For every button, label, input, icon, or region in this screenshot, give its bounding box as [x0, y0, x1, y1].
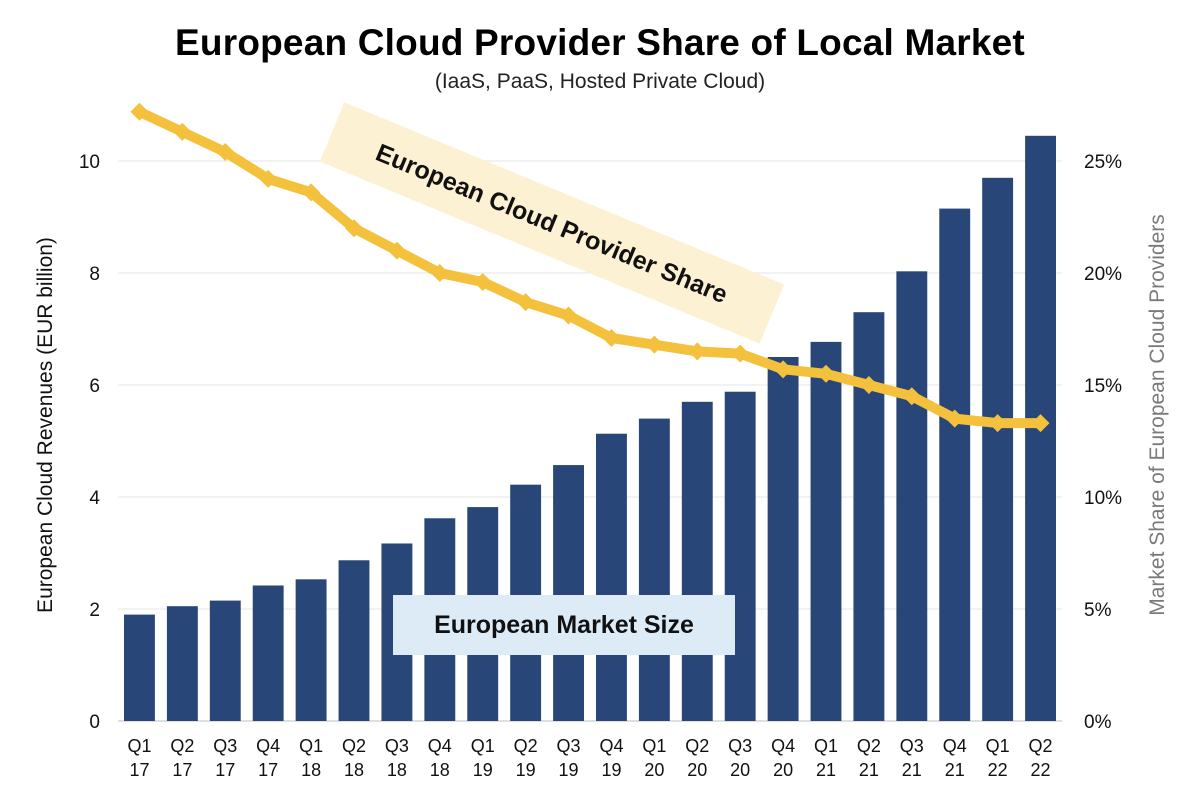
- y-right-tick-label: 15%: [1084, 376, 1122, 397]
- line-point: [688, 342, 707, 361]
- line-point: [130, 102, 149, 121]
- y-tick-label: 2: [89, 600, 100, 621]
- x-tick-label: Q2 21: [857, 736, 881, 780]
- line-point: [302, 183, 321, 202]
- bar: [810, 341, 842, 721]
- line-point: [516, 293, 535, 312]
- x-tick-label: Q4 19: [599, 736, 623, 780]
- line-point: [645, 335, 664, 354]
- bar: [767, 357, 799, 721]
- line-point: [430, 264, 449, 282]
- y-right-tick-label: 10%: [1084, 488, 1122, 509]
- bar-series: [124, 135, 1056, 722]
- annotation-box: [393, 595, 735, 655]
- bar: [166, 606, 198, 721]
- bar: [896, 271, 928, 721]
- line-point: [473, 272, 492, 291]
- line-point: [1031, 414, 1050, 433]
- x-tick-label: Q3 17: [213, 736, 237, 780]
- annotation-label: European Cloud Provider Share: [372, 139, 732, 310]
- bar: [681, 401, 713, 721]
- x-tick-label: Q2 20: [685, 736, 709, 780]
- bar: [124, 614, 155, 721]
- y-tick-label: 8: [89, 264, 100, 285]
- bar: [295, 579, 327, 721]
- line-point: [988, 414, 1007, 433]
- bar: [209, 600, 241, 721]
- x-tick-label: Q1 22: [986, 736, 1010, 780]
- bar: [724, 391, 756, 721]
- x-tick-label: Q3 20: [728, 736, 752, 780]
- chart-title: European Cloud Provider Share of Local M…: [175, 22, 1025, 63]
- line-series: [130, 102, 1050, 433]
- x-tick-label: Q1 19: [471, 736, 495, 780]
- y-right-tick-label: 25%: [1084, 152, 1122, 173]
- x-tick-label: Q1 17: [127, 736, 151, 780]
- left-axis-ticks: 0 2 4 6 8 10: [79, 152, 101, 733]
- y-right-tick-label: 20%: [1084, 264, 1122, 285]
- line-point: [387, 241, 406, 260]
- y-right-tick-label: 5%: [1084, 600, 1112, 621]
- bar: [982, 177, 1014, 722]
- bar-series-annotation: European Market Size: [393, 595, 735, 655]
- x-axis-ticks: Q1 17 Q2 17 Q3 17 Q4 17 Q1 18 Q2 18 Q3 18 Q4 18 Q1 19 Q2 19…: [127, 736, 1052, 780]
- x-tick-label: Q2 17: [170, 736, 194, 780]
- line-point: [602, 328, 621, 347]
- x-tick-label: Q2 22: [1029, 736, 1053, 780]
- y-tick-label: 10: [79, 152, 100, 173]
- x-tick-label: Q3 19: [557, 736, 581, 780]
- x-tick-label: Q4 21: [943, 736, 967, 780]
- bar: [338, 560, 370, 721]
- bar: [939, 208, 971, 722]
- series-line: [137, 107, 1041, 429]
- x-tick-label: Q4 20: [771, 736, 795, 780]
- line-point: [559, 306, 578, 325]
- bar: [553, 465, 584, 721]
- x-tick-label: Q2 19: [514, 736, 538, 780]
- line-point: [774, 360, 793, 379]
- bar: [596, 433, 627, 721]
- x-tick-label: Q4 18: [428, 736, 452, 780]
- line-point: [216, 143, 235, 162]
- bar: [252, 585, 284, 721]
- y-axis-label: European Cloud Revenues (EUR billion): [34, 237, 57, 613]
- right-axis-ticks: 0% 5% 10% 15% 20% 25%: [1084, 152, 1122, 733]
- line-point: [817, 364, 835, 383]
- line-point: [945, 409, 964, 428]
- line-point: [731, 344, 750, 363]
- y-right-tick-label: 0%: [1084, 712, 1112, 733]
- y-tick-label: 0: [89, 712, 100, 733]
- x-tick-label: Q1 20: [642, 736, 666, 780]
- x-tick-label: Q4 17: [256, 736, 280, 780]
- x-tick-label: Q2 18: [342, 736, 366, 780]
- annotation-label: European Market Size: [434, 611, 694, 639]
- line-point: [859, 376, 878, 394]
- line-point: [173, 122, 192, 141]
- x-tick-label: Q3 18: [385, 736, 409, 780]
- bar: [638, 418, 670, 721]
- line-point: [902, 387, 921, 406]
- x-tick-label: Q3 21: [900, 736, 924, 780]
- annotation-box: [319, 102, 785, 344]
- line-point: [259, 169, 278, 188]
- y-tick-label: 4: [89, 488, 100, 509]
- x-tick-label: Q1 18: [299, 736, 323, 780]
- chart-subtitle: (IaaS, PaaS, Hosted Private Cloud): [434, 70, 766, 93]
- x-tick-label: Q1 21: [814, 736, 838, 780]
- y-axis-right-label: Market Share of European Cloud Providers: [1146, 214, 1169, 616]
- y-tick-label: 6: [89, 376, 100, 397]
- bar: [853, 312, 885, 721]
- line-point: [345, 219, 363, 238]
